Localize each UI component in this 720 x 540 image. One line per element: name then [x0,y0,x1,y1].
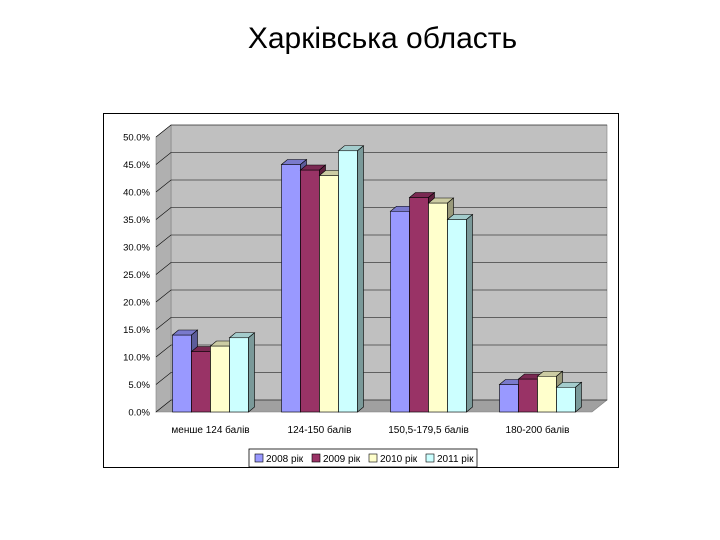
bar-front [229,337,249,413]
legend-swatch [311,453,321,463]
y-tick-label: 10.0% [123,353,150,364]
y-tick-label: 5.0% [128,380,150,391]
bar-front [338,150,358,413]
bar-front [281,164,301,413]
legend-item: 2011 рік [425,453,474,465]
bar-side [248,332,255,413]
bar-front [409,197,429,413]
bar [337,145,365,413]
legend-label: 2010 рік [380,454,418,465]
bar-side [357,145,364,413]
x-tick-label: 150,5-179,5 балів [388,424,469,436]
legend-item: 2008 рік [254,453,304,465]
bar-front [191,351,211,413]
legend-item: 2009 рік [311,453,361,465]
bar [555,381,583,413]
bar-front [447,219,467,413]
bar-front [390,210,410,413]
bar-side [575,381,582,413]
y-tick-label: 50.0% [123,133,150,144]
bar-front [319,175,339,413]
bar-front [499,384,519,413]
y-tick-label: 35.0% [123,215,150,226]
legend-swatch [254,453,264,463]
chart-frame: 0.0% 5.0% 10.0% 15.0% 20.0% 25.0% 30.0% 35.0% 40… [103,113,619,468]
chart-bars [171,145,583,413]
y-tick-label: 0.0% [128,408,150,419]
bar-chart: 0.0% 5.0% 10.0% 15.0% 20.0% 25.0% 30.0% 35.0% 40… [123,124,608,468]
legend-label: 2011 рік [437,454,474,465]
bar-front [556,386,576,413]
chart-legend: 2008 рік 2009 рік 2010 рік 2011 рік [248,448,478,468]
bar-front [300,169,320,413]
legend-label: 2009 рік [323,454,361,465]
bar-front [518,378,538,413]
y-axis-ticks: 0.0% 5.0% 10.0% 15.0% 20.0% 25.0% 30.0% 35.0% 40… [123,133,150,419]
x-tick-label: менше 124 балів [171,424,249,436]
legend-label: 2008 рік [266,454,304,465]
bar [228,332,256,413]
y-tick-label: 25.0% [123,270,150,281]
x-axis-ticks: менше 124 балів 124-150 балів 150,5-179,5 … [171,424,569,436]
y-tick-label: 40.0% [123,188,150,199]
legend-box [248,448,478,468]
y-tick-label: 15.0% [123,325,150,336]
legend-swatch [368,453,378,463]
bar-side [466,213,473,413]
legend-swatch [425,453,435,463]
legend-item: 2010 рік [368,453,418,465]
page-title: Харківська область [247,22,518,55]
x-tick-label: 124-150 балів [288,424,352,436]
bar [446,213,474,413]
y-tick-label: 45.0% [123,160,150,171]
bar-front [428,202,448,413]
x-tick-label: 180-200 балів [506,424,570,436]
bar-front [172,334,192,413]
bar-front [210,345,230,413]
gridline [155,179,607,193]
bar-front [537,375,557,413]
y-tick-label: 20.0% [123,298,150,309]
gridline [155,207,607,220]
gridline [155,152,607,165]
gridline [155,124,607,138]
y-tick-label: 30.0% [123,243,150,254]
